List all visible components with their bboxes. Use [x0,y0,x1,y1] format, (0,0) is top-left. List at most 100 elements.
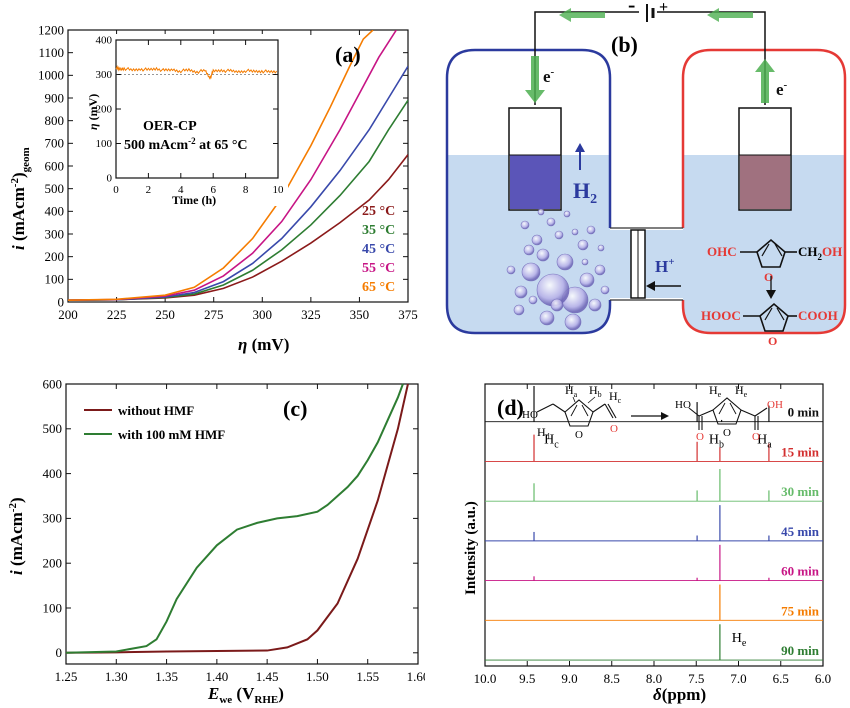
peak-label: He [732,631,747,649]
spectrum-time-label: 15 min [781,444,820,459]
chart-c: 1.25 1.30 1.35 1.40 1.45 1.50 1.55 1.60 0 100 200 3… [7,376,425,706]
legend-item: 45 °C [362,242,395,257]
legend-item: 35 °C [362,223,395,238]
bubble [539,310,555,326]
inset-ylabel: η (mV) [86,94,100,130]
y-tick-label: 400 [96,35,113,47]
svg-text:Hb: Hb [589,383,602,399]
x-tick-label: 6.0 [815,671,831,686]
x-tick-label: 275 [204,307,224,322]
bubble [586,225,596,235]
peak-label: Ha [757,433,772,451]
x-tick-label: 1.45 [256,669,279,684]
chart-a: 200 225 250 275 300 325 350 3750100200300400500… [9,22,418,354]
x-tick-label: 1.30 [105,669,128,684]
y-tick-label: 1100 [38,45,64,60]
y-tick-label: 200 [43,556,63,571]
panel-label-c: (c) [283,396,307,421]
x-tick-label: 350 [350,307,370,322]
y-tick-label: 300 [45,226,65,241]
bubble [563,210,571,218]
panel-label-b: (b) [611,32,638,57]
diagram-b: - + e- e- H2 H+ OHC O CH2OH HOOC O [445,0,847,348]
h2-label: H2 [573,178,597,207]
svg-text:COOH: COOH [798,308,838,323]
x-tick-label: 8.0 [646,671,662,686]
spectrum-time-label: 90 min [781,643,820,658]
bubble [523,244,535,256]
x-tick-label: 4 [178,184,184,196]
series-line-with-100-mM-HMF [65,383,404,654]
bubble [564,313,582,331]
x-tick-label: 200 [58,307,78,322]
panel-label-a: (a) [335,42,361,67]
spectrum-time-label: 45 min [781,524,820,539]
peak-label: Hc [544,433,559,451]
y-tick-label: 100 [96,138,113,150]
svg-text:O: O [764,270,773,284]
fdca-structure: HO O O O OH He He [675,383,783,443]
y-tick-label: 0 [56,645,63,660]
x-tick-label: 325 [301,307,321,322]
y-tick-label: 600 [45,158,65,173]
cathode-fill [510,155,560,209]
svg-text:Ha: Ha [565,383,578,399]
x-tick-label: 6.5 [773,671,789,686]
x-tick-label: 7.0 [730,671,746,686]
c-xlabel: Ewe (VRHE) [207,684,284,706]
x-tick-label: 225 [107,307,127,322]
y-tick-label: 200 [45,249,65,264]
x-tick-label: 1.40 [205,669,228,684]
y-tick-label: 1000 [38,68,64,83]
y-tick-label: 100 [43,600,63,615]
hydrogen-bubbles [506,208,610,331]
svg-text:CH2OH: CH2OH [798,244,842,262]
y-tick-label: 600 [43,376,63,391]
y-tick-label: 0 [58,294,65,309]
bubble [600,285,610,295]
y-tick-label: 300 [43,511,63,526]
bubble [588,298,602,312]
legend-c: without HMF with 100 mM HMF [84,403,225,442]
bubble [594,264,606,276]
x-tick-label: 1.55 [356,669,379,684]
legend-item: 55 °C [362,261,395,276]
c-ylabel: i (mAcm-2) [7,497,26,575]
bubble [520,220,530,230]
svg-text:He: He [735,383,748,399]
plot-frame [65,383,419,665]
a-ylabel: i (mAcm-2)geom [9,147,32,250]
bubble [528,295,538,305]
inset-text-2: 500 mAcm-2 at 65 °C [124,136,248,153]
y-tick-label: 200 [96,104,113,116]
y-tick-label: 700 [45,136,65,151]
arrow-down-left [525,56,545,103]
y-tick-label: 400 [43,466,63,481]
svg-text:O: O [610,423,618,435]
bubble [514,285,528,299]
bubble [521,262,541,282]
legend-item: with 100 mM HMF [118,427,225,442]
series-line-65-C [68,30,374,301]
hmf-molecule: OHC O CH2OH [707,238,842,284]
y-tick-label: 500 [43,421,63,436]
series-line-without-HMF [65,383,409,654]
x-tick-label: 8 [243,184,249,196]
electron-left: e- [543,66,555,86]
minus-sign: - [628,0,635,17]
x-tick-label: 9.0 [561,671,577,686]
anode-fill [740,155,790,209]
x-tick-label: 1.60 [407,669,425,684]
spectrum-time-label: 0 min [788,405,820,420]
chart-d: 10.0 9.5 9.0 8.5 8.0 7.5 7.0 6.5 6.0 0 min 15 min 3… [463,383,831,704]
inset-xlabel: Time (h) [172,193,216,207]
y-tick-label: 1200 [38,22,64,37]
svg-text:O: O [575,429,583,441]
bubble [581,258,589,266]
svg-text:HO: HO [675,399,691,411]
spectrum-time-label: 60 min [781,564,820,579]
x-tick-label: 6 [210,184,216,196]
x-tick-label: 1.50 [306,669,329,684]
bubble [571,228,579,236]
